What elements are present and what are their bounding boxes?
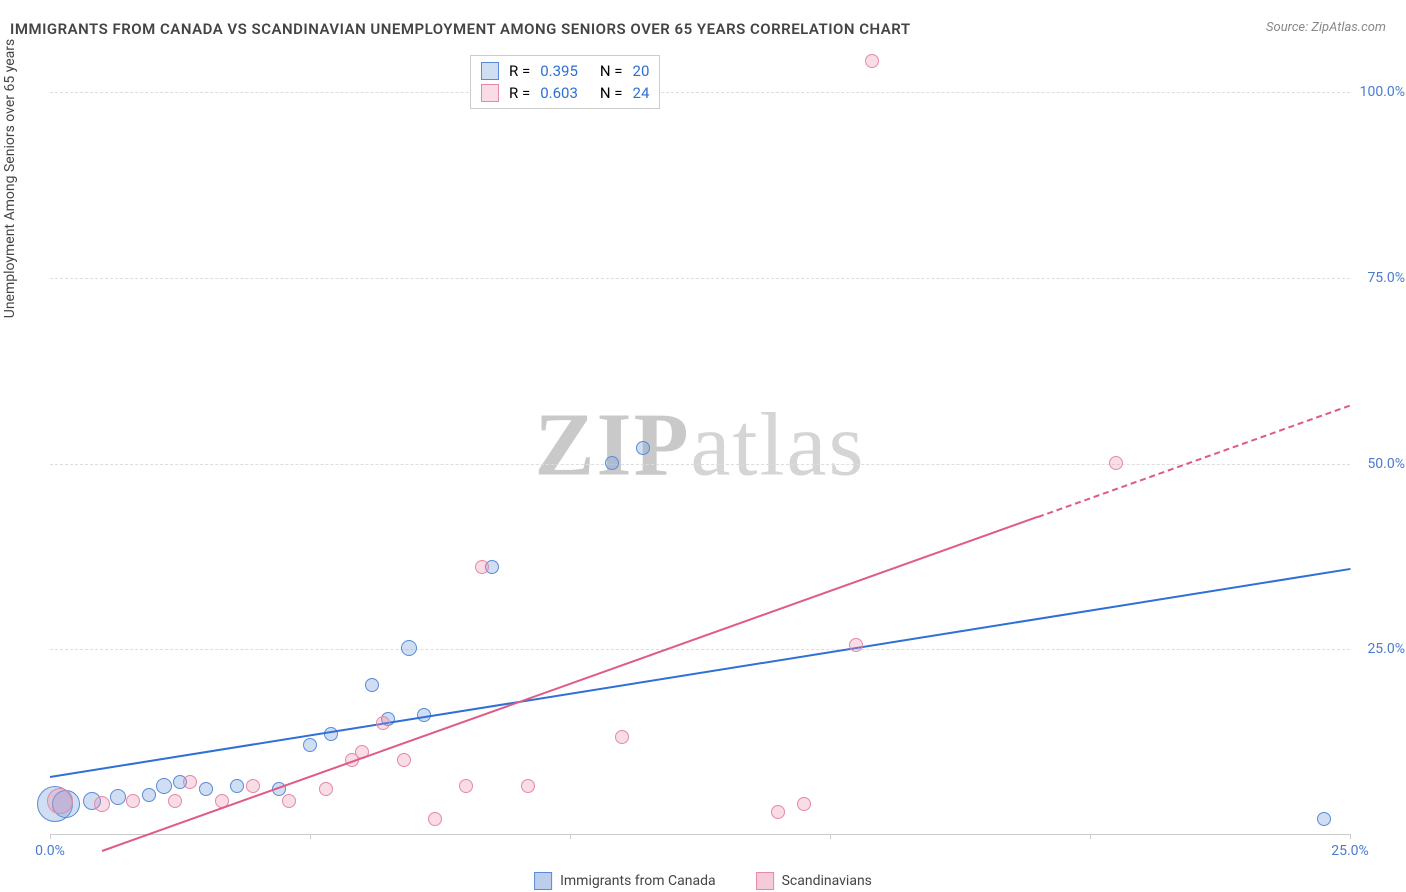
data-point: [636, 441, 650, 455]
x-tick-mark: [1090, 834, 1091, 839]
trend-line-extrapolated: [1038, 404, 1351, 517]
data-point: [110, 789, 126, 805]
data-point: [849, 638, 863, 652]
data-point: [1317, 812, 1331, 826]
data-point: [428, 812, 442, 826]
grid-line: [50, 464, 1350, 465]
correlation-stats-box: R = 0.395 N = 20 R = 0.603 N = 24: [470, 55, 660, 109]
x-tick-mark: [310, 834, 311, 839]
chart-area: ZIPatlas 25.0%50.0%75.0%100.0%0.0%25.0% …: [50, 55, 1350, 835]
data-point: [47, 788, 73, 814]
data-point: [303, 738, 317, 752]
data-point: [319, 782, 333, 796]
data-point: [397, 753, 411, 767]
data-point: [94, 796, 110, 812]
grid-line: [50, 649, 1350, 650]
legend-label: Immigrants from Canada: [560, 873, 716, 889]
x-tick-mark: [50, 834, 51, 839]
legend: Immigrants from Canada Scandinavians: [534, 872, 872, 890]
source-label: Source: ZipAtlas.com: [1266, 20, 1386, 35]
data-point: [183, 775, 197, 789]
trend-line: [50, 568, 1350, 778]
legend-swatch: [534, 872, 552, 890]
stat-r-value: 0.603: [540, 84, 578, 102]
data-point: [771, 805, 785, 819]
data-point: [199, 782, 213, 796]
data-point: [168, 794, 182, 808]
x-tick-label: 25.0%: [1331, 843, 1369, 859]
stat-n-value: 24: [633, 84, 650, 102]
data-point: [126, 794, 140, 808]
data-point: [230, 779, 244, 793]
data-point: [615, 730, 629, 744]
data-point: [142, 788, 156, 802]
data-point: [865, 54, 879, 68]
data-point: [376, 716, 390, 730]
data-point: [797, 797, 811, 811]
trend-line: [102, 516, 1039, 852]
data-point: [246, 779, 260, 793]
data-point: [1109, 456, 1123, 470]
stat-r-label: R =: [509, 62, 530, 80]
stat-r-label: R =: [509, 84, 530, 102]
stat-n-value: 20: [633, 62, 650, 80]
data-point: [475, 560, 489, 574]
stat-r-value: 0.395: [540, 62, 578, 80]
data-point: [605, 456, 619, 470]
data-point: [401, 640, 417, 656]
y-tick-label: 100.0%: [1360, 84, 1405, 100]
x-tick-mark: [570, 834, 571, 839]
series-swatch: [481, 62, 499, 80]
legend-label: Scandinavians: [782, 873, 872, 889]
y-tick-label: 75.0%: [1367, 270, 1405, 286]
x-tick-label: 0.0%: [35, 843, 65, 859]
stats-row: R = 0.603 N = 24: [481, 82, 649, 104]
series-swatch: [481, 84, 499, 102]
y-axis-label: Unemployment Among Seniors over 65 years: [2, 39, 18, 319]
stats-row: R = 0.395 N = 20: [481, 60, 649, 82]
stat-n-label: N =: [600, 62, 623, 80]
x-tick-mark: [1350, 834, 1351, 839]
x-tick-mark: [830, 834, 831, 839]
y-tick-label: 25.0%: [1367, 641, 1405, 657]
stat-n-label: N =: [600, 84, 623, 102]
data-point: [365, 678, 379, 692]
data-point: [156, 778, 172, 794]
data-point: [521, 779, 535, 793]
legend-item: Scandinavians: [756, 872, 872, 890]
watermark: ZIPatlas: [535, 393, 866, 496]
legend-swatch: [756, 872, 774, 890]
chart-title: IMMIGRANTS FROM CANADA VS SCANDINAVIAN U…: [10, 20, 911, 38]
plot-region: ZIPatlas 25.0%50.0%75.0%100.0%0.0%25.0%: [50, 55, 1350, 835]
legend-item: Immigrants from Canada: [534, 872, 716, 890]
grid-line: [50, 92, 1350, 93]
data-point: [282, 794, 296, 808]
grid-line: [50, 278, 1350, 279]
data-point: [459, 779, 473, 793]
y-tick-label: 50.0%: [1367, 456, 1405, 472]
